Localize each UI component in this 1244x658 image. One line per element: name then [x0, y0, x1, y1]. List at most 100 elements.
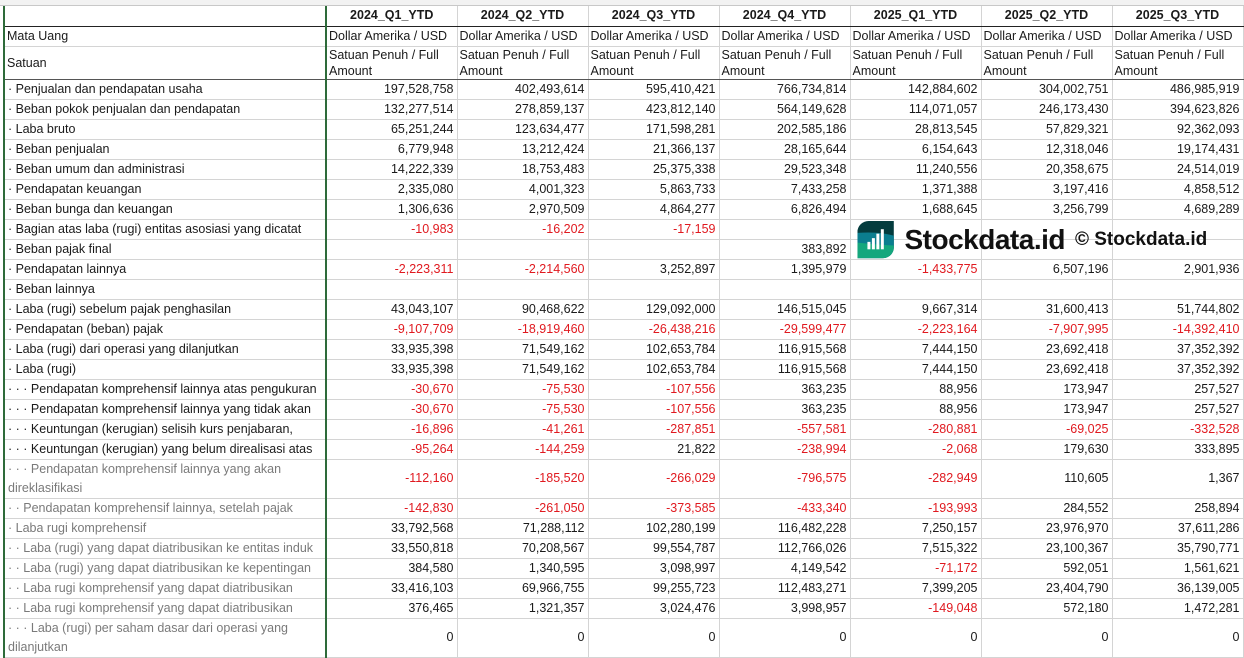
- meta-value[interactable]: Satuan Penuh / Full Amount: [326, 46, 458, 80]
- value-cell[interactable]: [1112, 219, 1244, 240]
- value-cell[interactable]: 70,208,567: [457, 538, 589, 559]
- row-label[interactable]: · Laba rugi komprehensif: [4, 518, 327, 539]
- value-cell[interactable]: -7,907,995: [981, 319, 1113, 340]
- value-cell[interactable]: 142,884,602: [850, 79, 982, 100]
- value-cell[interactable]: 102,280,199: [588, 518, 720, 539]
- value-cell[interactable]: 132,277,514: [326, 99, 458, 120]
- row-label[interactable]: · · Laba rugi komprehensif yang dapat di…: [4, 598, 327, 619]
- value-cell[interactable]: 43,043,107: [326, 299, 458, 320]
- value-cell[interactable]: 257,527: [1112, 399, 1244, 420]
- value-cell[interactable]: -75,530: [457, 399, 589, 420]
- value-cell[interactable]: 37,611,286: [1112, 518, 1244, 539]
- value-cell[interactable]: 23,100,367: [981, 538, 1113, 559]
- value-cell[interactable]: -75,530: [457, 379, 589, 400]
- header-corner-cell[interactable]: [4, 6, 327, 27]
- value-cell[interactable]: 7,399,205: [850, 578, 982, 599]
- value-cell[interactable]: -16,202: [457, 219, 589, 240]
- value-cell[interactable]: -26,438,216: [588, 319, 720, 340]
- value-cell[interactable]: 35,790,771: [1112, 538, 1244, 559]
- value-cell[interactable]: 146,515,045: [719, 299, 851, 320]
- value-cell[interactable]: -107,556: [588, 399, 720, 420]
- value-cell[interactable]: 116,915,568: [719, 359, 851, 380]
- value-cell[interactable]: 7,444,150: [850, 359, 982, 380]
- value-cell[interactable]: 6,154,643: [850, 139, 982, 160]
- value-cell[interactable]: 486,985,919: [1112, 79, 1244, 100]
- value-cell[interactable]: 71,549,162: [457, 359, 589, 380]
- value-cell[interactable]: 18,753,483: [457, 159, 589, 180]
- value-cell[interactable]: 173,947: [981, 399, 1113, 420]
- value-cell[interactable]: 90,468,622: [457, 299, 589, 320]
- value-cell[interactable]: 572,180: [981, 598, 1113, 619]
- value-cell[interactable]: 57,829,321: [981, 119, 1113, 140]
- value-cell[interactable]: [719, 219, 851, 240]
- value-cell[interactable]: 51,744,802: [1112, 299, 1244, 320]
- value-cell[interactable]: -280,881: [850, 419, 982, 440]
- value-cell[interactable]: 5,863,733: [588, 179, 720, 200]
- row-label[interactable]: · Laba (rugi) sebelum pajak penghasilan: [4, 299, 327, 320]
- value-cell[interactable]: 202,585,186: [719, 119, 851, 140]
- value-cell[interactable]: 4,864,277: [588, 199, 720, 220]
- value-cell[interactable]: 1,688,645: [850, 199, 982, 220]
- row-label[interactable]: · · Laba (rugi) yang dapat diatribusikan…: [4, 538, 327, 559]
- value-cell[interactable]: 333,895: [1112, 439, 1244, 460]
- value-cell[interactable]: 37,352,392: [1112, 339, 1244, 360]
- value-cell[interactable]: -18,919,460: [457, 319, 589, 340]
- value-cell[interactable]: 6,507,196: [981, 259, 1113, 280]
- value-cell[interactable]: 363,235: [719, 379, 851, 400]
- column-header-2024_q1_ytd[interactable]: 2024_Q1_YTD: [326, 6, 458, 27]
- value-cell[interactable]: [981, 219, 1113, 240]
- value-cell[interactable]: 3,252,897: [588, 259, 720, 280]
- value-cell[interactable]: 3,197,416: [981, 179, 1113, 200]
- meta-value[interactable]: Dollar Amerika / USD: [457, 26, 589, 47]
- value-cell[interactable]: 21,366,137: [588, 139, 720, 160]
- row-label[interactable]: · Laba bruto: [4, 119, 327, 140]
- column-header-2024_q4_ytd[interactable]: 2024_Q4_YTD: [719, 6, 851, 27]
- value-cell[interactable]: 3,024,476: [588, 598, 720, 619]
- value-cell[interactable]: 13,212,424: [457, 139, 589, 160]
- value-cell[interactable]: 394,623,826: [1112, 99, 1244, 120]
- row-label[interactable]: · Penjualan dan pendapatan usaha: [4, 79, 327, 100]
- value-cell[interactable]: 36,139,005: [1112, 578, 1244, 599]
- value-cell[interactable]: 1,340,595: [457, 558, 589, 579]
- value-cell[interactable]: -16,896: [326, 419, 458, 440]
- value-cell[interactable]: -796,575: [719, 459, 851, 499]
- value-cell[interactable]: 33,935,398: [326, 359, 458, 380]
- value-cell[interactable]: 0: [719, 618, 851, 658]
- value-cell[interactable]: 0: [588, 618, 720, 658]
- value-cell[interactable]: 423,812,140: [588, 99, 720, 120]
- value-cell[interactable]: 6,779,948: [326, 139, 458, 160]
- value-cell[interactable]: 88,956: [850, 379, 982, 400]
- value-cell[interactable]: 123,634,477: [457, 119, 589, 140]
- value-cell[interactable]: 257,527: [1112, 379, 1244, 400]
- value-cell[interactable]: 114,071,057: [850, 99, 982, 120]
- meta-value[interactable]: Satuan Penuh / Full Amount: [457, 46, 589, 80]
- value-cell[interactable]: 363,235: [719, 399, 851, 420]
- value-cell[interactable]: 20,358,675: [981, 159, 1113, 180]
- value-cell[interactable]: [981, 239, 1113, 260]
- value-cell[interactable]: 112,766,026: [719, 538, 851, 559]
- row-label[interactable]: · Beban pajak final: [4, 239, 327, 260]
- value-cell[interactable]: -433,340: [719, 498, 851, 519]
- meta-label[interactable]: Satuan: [4, 46, 327, 80]
- value-cell[interactable]: 65,251,244: [326, 119, 458, 140]
- row-label[interactable]: · Beban penjualan: [4, 139, 327, 160]
- value-cell[interactable]: 116,482,228: [719, 518, 851, 539]
- value-cell[interactable]: 71,549,162: [457, 339, 589, 360]
- value-cell[interactable]: 23,404,790: [981, 578, 1113, 599]
- value-cell[interactable]: -2,223,164: [850, 319, 982, 340]
- value-cell[interactable]: -9,107,709: [326, 319, 458, 340]
- row-label[interactable]: · · Laba rugi komprehensif yang dapat di…: [4, 578, 327, 599]
- value-cell[interactable]: 1,371,388: [850, 179, 982, 200]
- value-cell[interactable]: -2,068: [850, 439, 982, 460]
- value-cell[interactable]: -2,223,311: [326, 259, 458, 280]
- value-cell[interactable]: -557,581: [719, 419, 851, 440]
- value-cell[interactable]: -185,520: [457, 459, 589, 499]
- value-cell[interactable]: 592,051: [981, 558, 1113, 579]
- value-cell[interactable]: [981, 279, 1113, 300]
- value-cell[interactable]: 31,600,413: [981, 299, 1113, 320]
- value-cell[interactable]: 7,250,157: [850, 518, 982, 539]
- value-cell[interactable]: -29,599,477: [719, 319, 851, 340]
- value-cell[interactable]: 102,653,784: [588, 359, 720, 380]
- value-cell[interactable]: 4,001,323: [457, 179, 589, 200]
- value-cell[interactable]: 304,002,751: [981, 79, 1113, 100]
